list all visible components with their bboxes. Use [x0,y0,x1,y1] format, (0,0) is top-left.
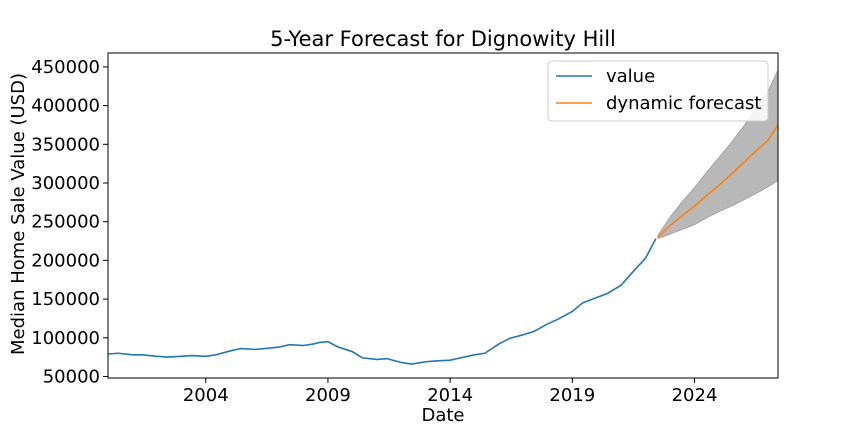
legend-label-forecast: dynamic forecast [606,93,761,114]
x-axis-label: Date [421,405,464,426]
y-tick-label: 100000 [31,328,100,349]
legend-label-value: value [606,66,655,87]
x-tick-label: 2024 [672,385,718,406]
y-tick-label: 250000 [31,212,100,233]
y-tick-label: 150000 [31,289,100,310]
y-tick-label: 300000 [31,173,100,194]
x-tick-label: 2004 [183,385,229,406]
x-tick-label: 2014 [427,385,473,406]
y-axis-label: Median Home Sale Value (USD) [8,73,29,355]
plot-frame [107,52,779,379]
y-tick-label: 350000 [31,134,100,155]
chart-title: 5-Year Forecast for Dignowity Hill [270,27,616,51]
y-tick-label: 200000 [31,250,100,271]
legend-box [547,60,769,122]
legend: value dynamic forecast [547,60,769,122]
y-tick-label: 450000 [31,57,100,78]
value-series-line [107,238,657,365]
y-tick-label: 50000 [43,366,100,387]
forecast-series-line [657,124,779,238]
y-tick-label: 400000 [31,96,100,117]
x-tick-label: 2019 [549,385,595,406]
series-layer [107,124,779,365]
axes-layer: 2004 2009 2014 2019 2024 50000 100000 150000 200… [31,52,779,406]
x-tick-label: 2009 [305,385,351,406]
